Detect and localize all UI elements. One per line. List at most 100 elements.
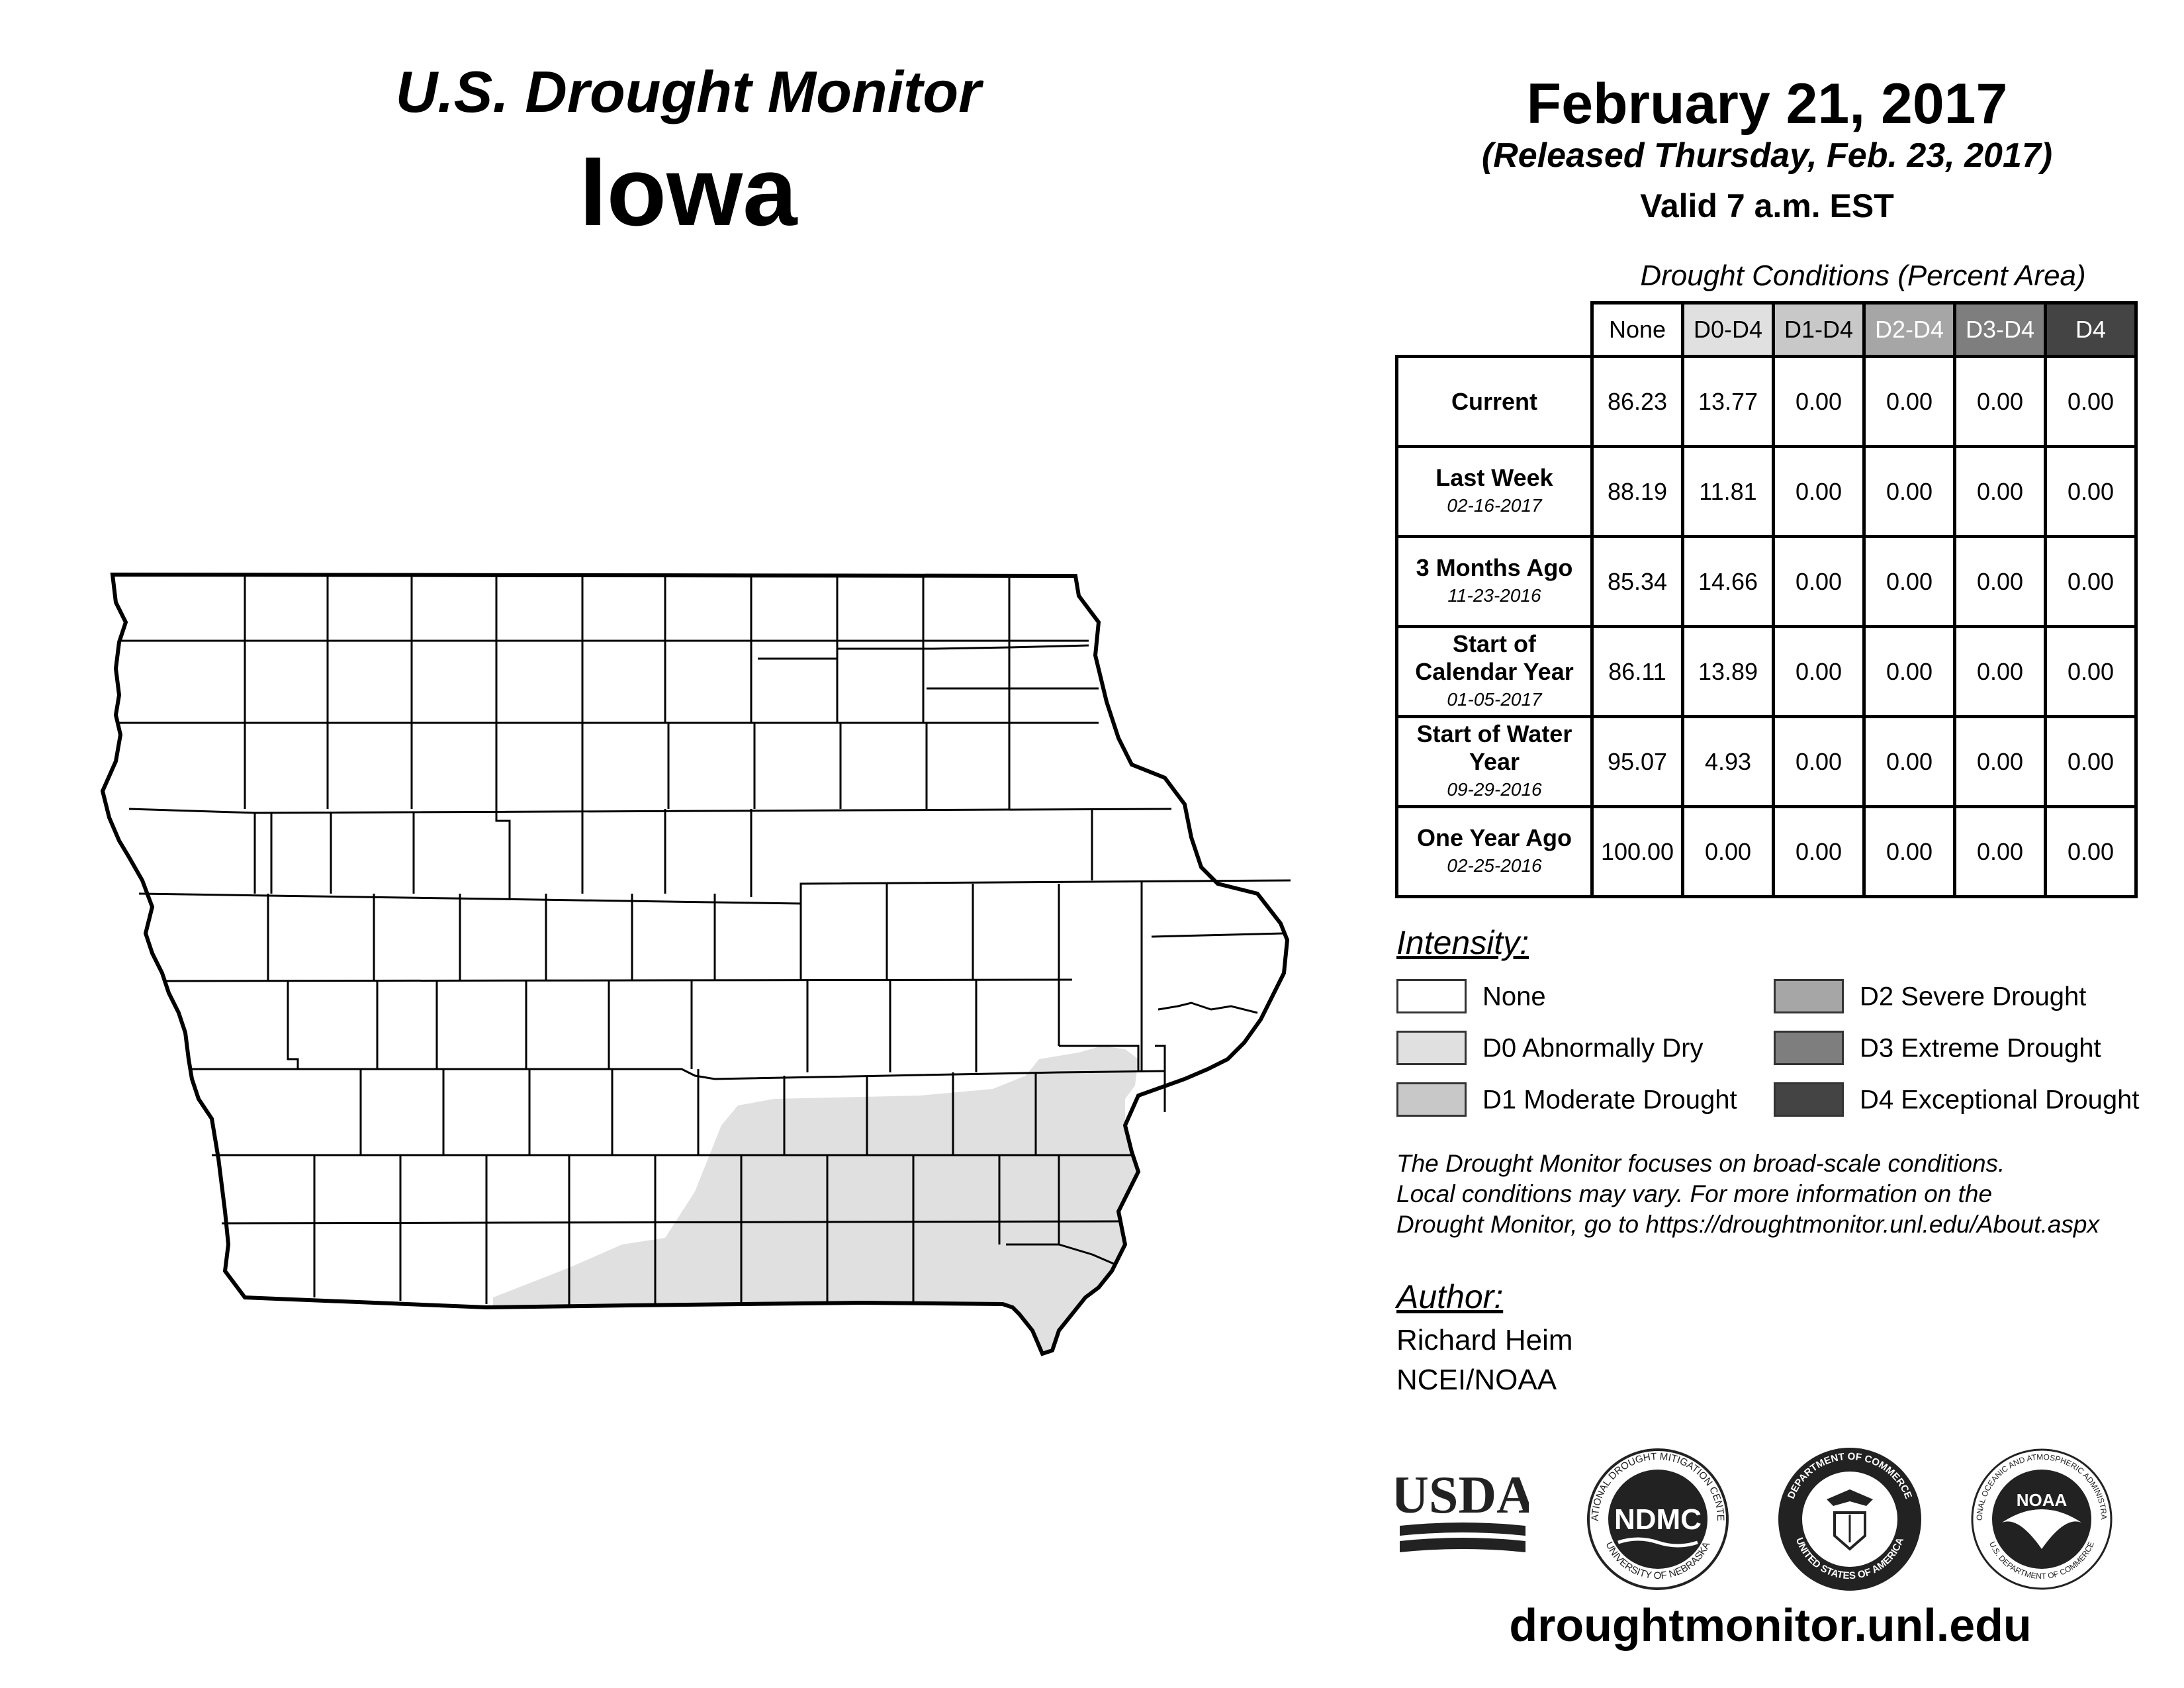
row-label-date: 01-05-2017	[1447, 688, 1542, 710]
legend-swatch	[1774, 979, 1844, 1014]
table-cell: 95.07	[1590, 715, 1684, 808]
table-cell: 100.00	[1590, 805, 1684, 898]
table-cell: 14.66	[1681, 535, 1775, 628]
row-label-last-week: Last Week 02-16-2017	[1395, 445, 1594, 538]
row-label-3-months-ago: 3 Months Ago 11-23-2016	[1395, 535, 1594, 628]
row-label-text: One Year Ago	[1416, 823, 1572, 851]
author-name: Richard Heim	[1396, 1324, 1573, 1356]
col-header-d3-d4: D3-D4	[1953, 301, 2047, 358]
row-label-text: Start of Water Year	[1416, 720, 1572, 775]
table-cell: 0.00	[1862, 625, 1956, 718]
table-cell: 0.00	[2044, 715, 2138, 808]
legend-label: D4 Exceptional Drought	[1860, 1085, 2140, 1115]
seabird-icon	[2002, 1509, 2081, 1549]
table-row: One Year Ago 02-25-2016 100.00 0.00 0.00 …	[1395, 805, 2138, 898]
row-label-date: 11-23-2016	[1447, 585, 1541, 606]
table-cell: 0.00	[2044, 625, 2138, 718]
drought-conditions-table: None D0-D4 D1-D4 D2-D4 D3-D4 D4 Current …	[1395, 301, 2138, 898]
table-cell: 0.00	[1862, 805, 1956, 898]
col-header-d1-d4: D1-D4	[1772, 301, 1866, 358]
table-cell: 0.00	[2044, 355, 2138, 448]
author-org: NCEI/NOAA	[1396, 1364, 1557, 1396]
legend-swatch	[1774, 1031, 1844, 1066]
legend-item-d3: D3 Extreme Drought	[1774, 1028, 2101, 1066]
table-cell: 0.00	[2044, 445, 2138, 538]
row-label-date: 09-29-2016	[1447, 778, 1542, 800]
table-cell: 86.23	[1590, 355, 1684, 448]
legend-swatch	[1396, 1082, 1467, 1117]
table-cell: 0.00	[1772, 715, 1866, 808]
row-label-start-calendar-year: Start of Calendar Year 01-05-2017	[1395, 625, 1594, 718]
table-cell: 0.00	[2044, 535, 2138, 628]
table-header-row: None D0-D4 D1-D4 D2-D4 D3-D4 D4	[1396, 301, 2138, 358]
table-cell: 86.11	[1590, 625, 1684, 718]
table-cell: 0.00	[1772, 625, 1866, 718]
legend-label: D0 Abnormally Dry	[1482, 1033, 1704, 1063]
map-title: U.S. Drought Monitor	[395, 59, 981, 124]
noaa-logo: NATIONAL OCEANIC AND ATMOSPHERIC ADMINIS…	[1966, 1443, 2113, 1590]
dept-of-commerce-seal: DEPARTMENT OF COMMERCE UNITED STATES OF …	[1778, 1448, 1921, 1591]
legend-swatch	[1774, 1082, 1844, 1117]
table-cell: 0.00	[1953, 715, 2047, 808]
table-cell: 4.93	[1681, 715, 1775, 808]
table-cell: 0.00	[1772, 355, 1866, 448]
legend-label: D1 Moderate Drought	[1482, 1085, 1737, 1115]
row-label-start-water-year: Start of Water Year 09-29-2016	[1395, 715, 1594, 808]
legend-item-d0: D0 Abnormally Dry	[1396, 1028, 1704, 1066]
row-label-date: 02-25-2016	[1447, 855, 1542, 876]
usda-logo-text: USDA	[1396, 1466, 1529, 1524]
row-label-text: Start of Calendar Year	[1415, 630, 1574, 685]
table-cell: 13.89	[1681, 625, 1775, 718]
table-cell: 88.19	[1590, 445, 1684, 538]
table-cell: 0.00	[1953, 625, 2047, 718]
table-cell: 0.00	[1953, 355, 2047, 448]
footer-url[interactable]: droughtmonitor.unl.edu	[1509, 1599, 2032, 1651]
col-header-d2-d4: D2-D4	[1862, 301, 1956, 358]
row-label-text: 3 Months Ago	[1416, 553, 1573, 581]
row-label-current: Current	[1395, 355, 1594, 448]
usda-logo: USDA	[1396, 1466, 1529, 1552]
col-header-none: None	[1590, 301, 1684, 358]
row-label-text: Last Week	[1435, 463, 1553, 491]
col-header-d0-d4: D0-D4	[1681, 301, 1775, 358]
note-line: Drought Monitor, go to https://droughtmo…	[1396, 1211, 2099, 1238]
row-label-text: Current	[1451, 387, 1537, 415]
valid-time: Valid 7 a.m. EST	[1640, 187, 1894, 224]
table-cell: 0.00	[1862, 715, 1956, 808]
table-caption: Drought Conditions (Percent Area)	[1640, 259, 2086, 292]
county-lines	[118, 575, 1291, 1305]
table-cell: 0.00	[2044, 805, 2138, 898]
shield-icon	[1833, 1511, 1866, 1551]
ndmc-logo-text: NDMC	[1614, 1503, 1702, 1536]
table-row: Last Week 02-16-2017 88.19 11.81 0.00 0.0…	[1395, 445, 2138, 538]
legend-item-none: None	[1396, 976, 1546, 1014]
legend-label: D3 Extreme Drought	[1860, 1033, 2101, 1063]
table-cell: 0.00	[1772, 805, 1866, 898]
noaa-logo-text: NOAA	[2017, 1490, 2068, 1510]
table-corner	[1396, 303, 1594, 358]
legend-swatch	[1396, 979, 1467, 1014]
table-row: Start of Water Year 09-29-2016 95.07 4.93…	[1395, 715, 2138, 808]
disclaimer-note: The Drought Monitor focuses on broad-sca…	[1396, 1149, 2177, 1240]
table-cell: 13.77	[1681, 355, 1775, 448]
eagle-icon	[1827, 1489, 1873, 1506]
table-cell: 0.00	[1772, 445, 1866, 538]
author-title: Author:	[1396, 1278, 1504, 1315]
table-row: 3 Months Ago 11-23-2016 85.34 14.66 0.00 …	[1395, 535, 2138, 628]
table-cell: 0.00	[1862, 445, 1956, 538]
table-cell: 0.00	[1953, 805, 2047, 898]
note-line: Local conditions may vary. For more info…	[1396, 1180, 1993, 1207]
legend-item-d4: D4 Exceptional Drought	[1774, 1080, 2139, 1117]
legend-title: Intensity:	[1396, 924, 1529, 961]
iowa-drought-map	[100, 572, 1291, 1356]
legend-item-d1: D1 Moderate Drought	[1396, 1080, 1737, 1117]
table-cell: 85.34	[1590, 535, 1684, 628]
legend-item-d2: D2 Severe Drought	[1774, 976, 2087, 1014]
table-cell: 0.00	[1681, 805, 1775, 898]
table-cell: 0.00	[1953, 445, 2047, 538]
row-label-one-year-ago: One Year Ago 02-25-2016	[1395, 805, 1594, 898]
table-cell: 0.00	[1953, 535, 2047, 628]
legend-label: D2 Severe Drought	[1860, 982, 2087, 1011]
legend-swatch	[1396, 1031, 1467, 1066]
table-cell: 0.00	[1862, 355, 1956, 448]
